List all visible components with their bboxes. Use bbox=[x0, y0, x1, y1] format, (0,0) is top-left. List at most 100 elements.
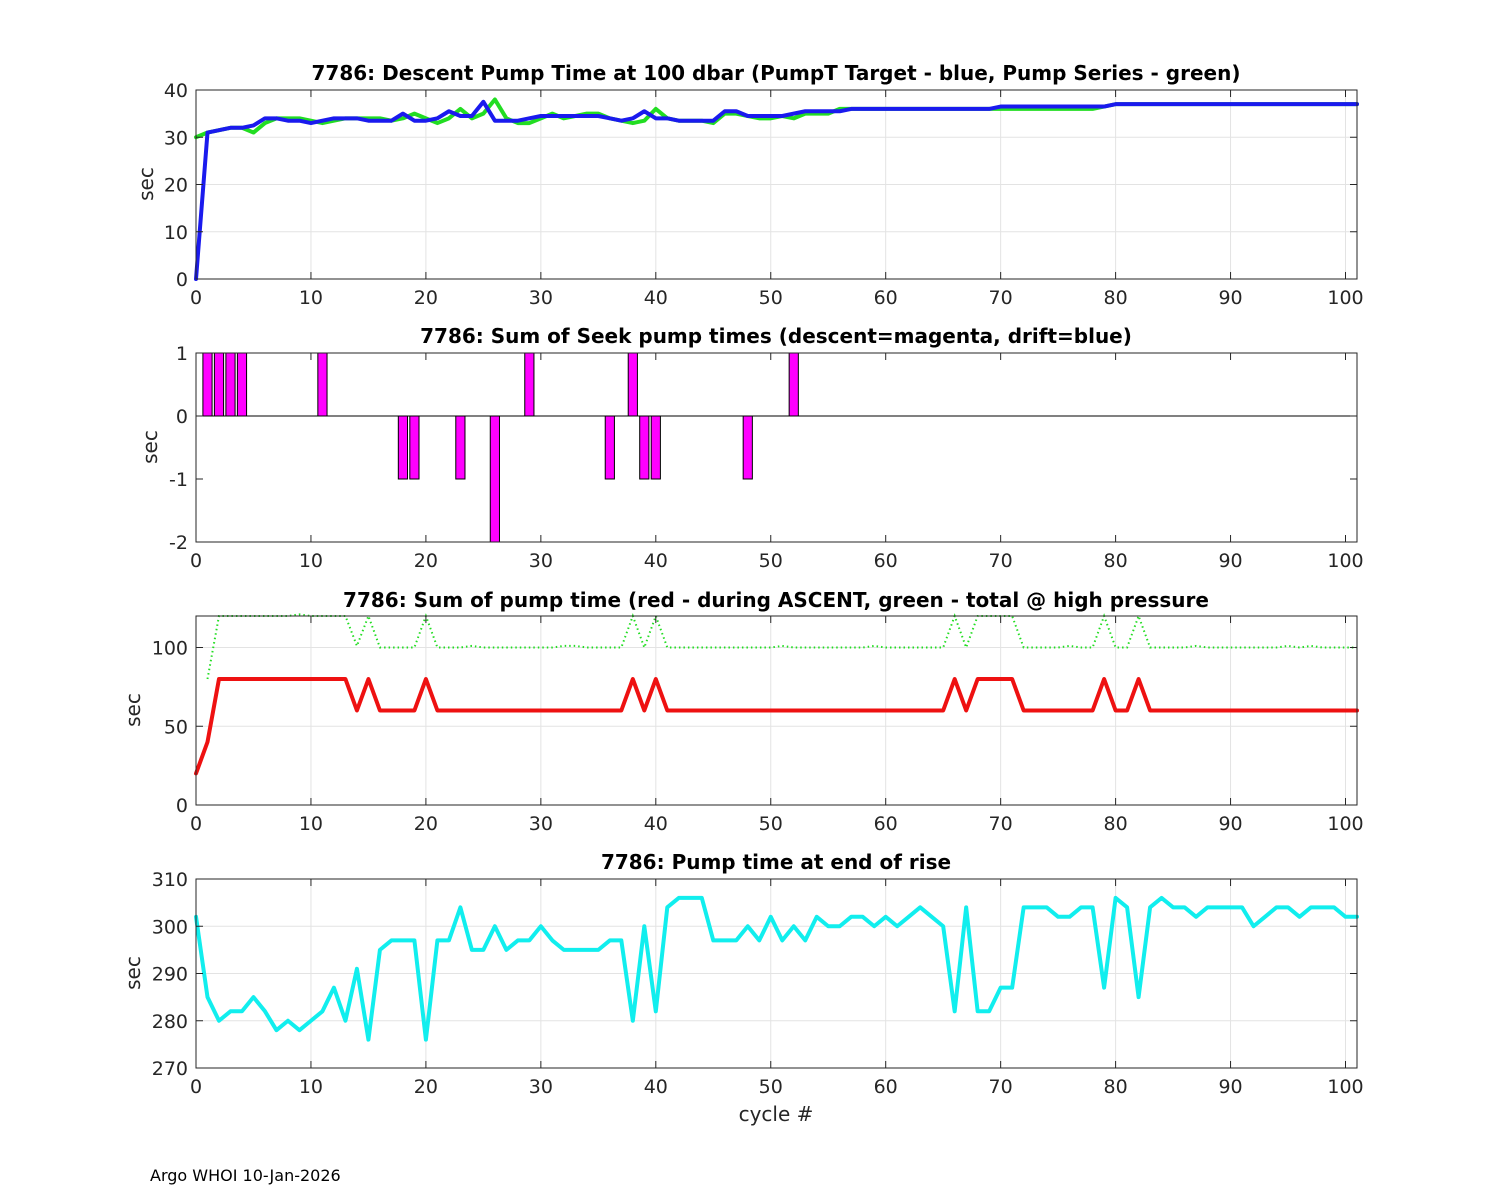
panel-3-y-tick-label: 0 bbox=[176, 795, 188, 817]
panel-4-y-tick-label: 290 bbox=[152, 964, 188, 986]
panel-1-x-tick-label: 0 bbox=[190, 287, 202, 309]
seek-bar-cycle-48 bbox=[742, 415, 753, 480]
panel-3-x-tick-label: 60 bbox=[874, 813, 898, 835]
panel-2-y-axis-label: sec bbox=[138, 430, 162, 464]
panel-1-descent-pump-time: 0 10 20 30 40 50 60 70 80 90 100 0 10 20 30 40 7786: De… bbox=[134, 61, 1364, 309]
x-axis-label: cycle # bbox=[739, 1102, 814, 1126]
panel-4-x-tick-label: 30 bbox=[529, 1076, 553, 1098]
seek-bar-cycle-4 bbox=[236, 352, 248, 417]
seek-bar-cycle-23 bbox=[455, 415, 466, 480]
panel-2-x-tick-label: 90 bbox=[1218, 550, 1242, 572]
panel-2-y-tick-label: 1 bbox=[176, 343, 188, 365]
panel-3-x-tick-label: 50 bbox=[759, 813, 783, 835]
panel-2-x-tick-label: 40 bbox=[644, 550, 668, 572]
panel-4-title: 7786: Pump time at end of rise bbox=[601, 850, 951, 874]
panel-3-sum-of-pump-time: 0 10 20 30 40 50 60 70 80 90 100 0 50 100 7786: Sum o… bbox=[121, 588, 1364, 835]
panel-1-ticks: 0 10 20 30 40 50 60 70 80 90 100 0 10 20 30 40 bbox=[164, 80, 1364, 309]
panel-1-x-tick-label: 90 bbox=[1218, 287, 1242, 309]
seek-bar-cycle-52 bbox=[788, 352, 799, 417]
panel-1-y-axis-label: sec bbox=[134, 167, 158, 201]
panel-3-x-tick-label: 10 bbox=[299, 813, 323, 835]
panel-4-x-tick-label: 90 bbox=[1218, 1076, 1242, 1098]
panel-2-x-tick-label: 0 bbox=[190, 550, 202, 572]
panel-3-y-axis-label: sec bbox=[121, 693, 145, 727]
seek-bar-cycle-39 bbox=[639, 415, 650, 480]
panel-3-y-tick-label: 100 bbox=[152, 638, 188, 660]
panel-3-y-tick-label: 50 bbox=[164, 716, 188, 738]
panel-1-grid bbox=[196, 90, 1357, 279]
panel-1-y-tick-label: 20 bbox=[164, 175, 188, 197]
panel-2-x-tick-label: 60 bbox=[874, 550, 898, 572]
panel-2-x-tick-label: 100 bbox=[1327, 550, 1363, 572]
seek-bar-cycle-11 bbox=[317, 352, 328, 417]
seek-bar-cycle-36 bbox=[604, 415, 615, 480]
seek-bar-cycle-1 bbox=[202, 352, 213, 417]
panel-2-y-tick-label: -1 bbox=[169, 469, 188, 491]
panel-1-y-tick-label: 10 bbox=[164, 222, 188, 244]
panel-1-title: 7786: Descent Pump Time at 100 dbar (Pum… bbox=[312, 61, 1241, 85]
panel-4-grid bbox=[196, 879, 1357, 1068]
panel-3-axes-box bbox=[195, 615, 1358, 806]
panel-4-x-tick-label: 20 bbox=[414, 1076, 438, 1098]
panel-1-x-tick-label: 10 bbox=[299, 287, 323, 309]
panel-3-x-tick-label: 100 bbox=[1327, 813, 1363, 835]
panel-4-x-tick-label: 40 bbox=[644, 1076, 668, 1098]
panel-4-x-tick-label: 0 bbox=[190, 1076, 202, 1098]
panel-4-pump-time-end-of-rise: 0 10 20 30 40 50 60 70 80 90 100 270 280 290 300 310 77… bbox=[121, 850, 1364, 1126]
panel-2-x-tick-label: 20 bbox=[414, 550, 438, 572]
panel-2-title: 7786: Sum of Seek pump times (descent=ma… bbox=[420, 324, 1132, 348]
panel-4-x-tick-label: 10 bbox=[299, 1076, 323, 1098]
panel-2-x-tick-label: 70 bbox=[989, 550, 1013, 572]
panel-2-x-tick-label: 10 bbox=[299, 550, 323, 572]
panel-1-x-tick-label: 40 bbox=[644, 287, 668, 309]
panel-4-y-tick-label: 300 bbox=[152, 916, 188, 938]
panel-4-y-tick-label: 270 bbox=[152, 1058, 188, 1080]
panel-3-data bbox=[194, 613, 1359, 776]
panel-4-y-tick-label: 310 bbox=[152, 869, 188, 891]
series-during-ascent bbox=[194, 677, 1359, 776]
panel-4-y-axis-label: sec bbox=[121, 956, 145, 990]
panel-1-x-tick-label: 100 bbox=[1327, 287, 1363, 309]
series-pump-time-at-end-of-rise bbox=[194, 895, 1359, 1042]
series-pumpt-target bbox=[194, 99, 1359, 281]
panel-1-y-tick-label: 30 bbox=[164, 127, 188, 149]
panel-1-y-tick-label: 40 bbox=[164, 80, 188, 102]
panel-3-x-tick-label: 30 bbox=[529, 813, 553, 835]
seek-bar-cycle-40 bbox=[650, 415, 661, 480]
seek-bar-cycle-38 bbox=[627, 352, 638, 417]
panel-1-x-tick-label: 20 bbox=[414, 287, 438, 309]
panel-3-x-tick-label: 80 bbox=[1104, 813, 1128, 835]
panel-1-y-tick-label: 0 bbox=[176, 269, 188, 291]
panel-4-x-tick-label: 80 bbox=[1104, 1076, 1128, 1098]
panel-3-x-tick-label: 20 bbox=[414, 813, 438, 835]
panel-2-ticks: 0 10 20 30 40 50 60 70 80 90 100 -2 -1 0 1 bbox=[169, 343, 1364, 572]
panel-1-x-tick-label: 60 bbox=[874, 287, 898, 309]
panel-3-title: 7786: Sum of pump time (red - during ASC… bbox=[343, 588, 1209, 612]
panel-3-x-tick-label: 70 bbox=[989, 813, 1013, 835]
panel-1-x-tick-label: 70 bbox=[989, 287, 1013, 309]
panel-3-x-tick-label: 90 bbox=[1218, 813, 1242, 835]
panel-2-x-tick-label: 30 bbox=[529, 550, 553, 572]
seek-bar-cycle-3 bbox=[225, 352, 236, 417]
panel-2-data bbox=[202, 352, 799, 543]
footer-credit: Argo WHOI 10-Jan-2026 bbox=[150, 1166, 341, 1185]
panel-4-x-tick-label: 50 bbox=[759, 1076, 783, 1098]
panel-3-ticks: 0 10 20 30 40 50 60 70 80 90 100 0 50 100 bbox=[152, 616, 1364, 835]
panel-4-data bbox=[194, 895, 1359, 1042]
panel-1-x-tick-label: 80 bbox=[1104, 287, 1128, 309]
panel-3-x-tick-label: 40 bbox=[644, 813, 668, 835]
seek-bar-cycle-2 bbox=[213, 352, 225, 417]
panel-4-x-tick-label: 100 bbox=[1327, 1076, 1363, 1098]
seek-bar-cycle-19 bbox=[409, 415, 420, 480]
panel-3-x-tick-label: 0 bbox=[190, 813, 202, 835]
panel-2-y-tick-label: -2 bbox=[169, 532, 188, 554]
panel-1-data bbox=[194, 97, 1359, 281]
panel-2-x-tick-label: 50 bbox=[759, 550, 783, 572]
panel-2-plot-area bbox=[196, 353, 1357, 542]
panel-2-axes-box bbox=[195, 352, 1358, 543]
panel-2-x-tick-label: 80 bbox=[1104, 550, 1128, 572]
panel-2-y-tick-label: 0 bbox=[176, 406, 188, 428]
panel-4-ticks: 0 10 20 30 40 50 60 70 80 90 100 270 280 290 300 310 bbox=[152, 869, 1364, 1098]
seek-bar-cycle-18 bbox=[397, 415, 409, 480]
